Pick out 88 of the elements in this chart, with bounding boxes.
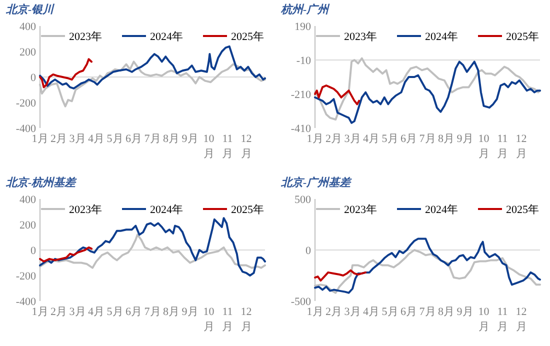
x-tick-label: 10月: [478, 306, 490, 333]
x-tick-label: 11月: [497, 133, 508, 160]
x-tick-label: 9月: [456, 306, 474, 318]
x-tick-label: 3月: [69, 306, 86, 318]
x-tick-label: 2月: [326, 306, 342, 318]
y-tick-label: 400: [20, 194, 36, 206]
legend-label: 2025年: [506, 31, 539, 43]
x-tick-label: 6月: [400, 133, 417, 145]
chart-title: 北京-银川: [5, 3, 56, 16]
x-tick-label: 4月: [88, 133, 104, 145]
legend-label: 2025年: [231, 31, 264, 43]
legend-label: 2024年: [425, 204, 458, 216]
y-tick-label: -200: [16, 270, 36, 282]
x-tick-label: 1月: [32, 133, 48, 145]
line-series: [314, 269, 367, 282]
x-tick-label: 12月: [516, 306, 527, 333]
y-tick-label: 200: [20, 220, 36, 232]
y-tick-label: 400: [20, 21, 36, 33]
line-series: [39, 217, 266, 276]
x-tick-label: 12月: [516, 133, 527, 160]
x-tick-label: 9月: [182, 133, 198, 145]
y-tick-label: 200: [20, 46, 36, 58]
x-tick-label: 7月: [419, 306, 436, 318]
legend-label: 2023年: [69, 31, 102, 43]
y-tick-label: 0: [30, 72, 36, 84]
line-series: [39, 45, 266, 90]
legend-label: 2025年: [231, 204, 264, 216]
x-tick-label: 8月: [438, 306, 454, 318]
x-tick-label: 6月: [126, 133, 142, 145]
x-tick-label: 12月: [240, 306, 252, 333]
x-tick-label: 3月: [344, 306, 361, 318]
x-tick-label: 11月: [222, 306, 233, 333]
legend-label: 2024年: [150, 204, 183, 216]
x-tick-label: 2月: [326, 133, 342, 145]
x-tick-label: 7月: [419, 133, 436, 145]
y-tick-label: -410: [290, 123, 312, 135]
y-tick-label: -500: [290, 296, 312, 308]
y-tick-label: 0: [306, 245, 312, 257]
chart-title: 北京-广州基差: [280, 176, 353, 189]
x-tick-label: 10月: [203, 133, 215, 160]
legend-label: 2023年: [344, 31, 377, 43]
x-tick-label: 5月: [382, 133, 398, 145]
x-tick-label: 1月: [32, 306, 48, 318]
x-tick-label: 3月: [69, 133, 86, 145]
legend-label: 2024年: [150, 31, 183, 43]
x-tick-label: 4月: [363, 306, 380, 318]
y-tick-label: 500: [294, 194, 312, 206]
x-tick-label: 6月: [126, 306, 142, 318]
y-tick-label: -10: [296, 55, 312, 67]
x-tick-label: 8月: [163, 306, 180, 318]
y-tick-label: -210: [290, 89, 312, 101]
x-tick-label: 12月: [240, 133, 252, 160]
y-tick-label: -400: [16, 123, 36, 135]
x-tick-label: 5月: [382, 306, 398, 318]
x-tick-label: 10月: [203, 306, 215, 333]
line-series: [39, 58, 93, 88]
x-tick-label: 11月: [497, 306, 508, 333]
legend-label: 2024年: [425, 31, 458, 43]
legend-label: 2025年: [506, 204, 539, 216]
x-tick-label: 7月: [144, 306, 161, 318]
y-tick-label: 190: [294, 21, 312, 33]
x-tick-label: 1月: [306, 306, 324, 318]
legend-label: 2023年: [69, 204, 102, 216]
x-tick-label: 7月: [144, 133, 161, 145]
x-tick-label: 2月: [50, 306, 67, 318]
x-tick-label: 5月: [106, 306, 124, 318]
x-tick-label: 3月: [344, 133, 361, 145]
x-tick-label: 8月: [163, 133, 180, 145]
x-tick-label: 10月: [478, 133, 490, 160]
x-tick-label: 4月: [363, 133, 380, 145]
y-tick-label: -400: [16, 296, 36, 308]
x-tick-label: 11月: [222, 133, 233, 160]
x-tick-label: 8月: [438, 133, 454, 145]
x-tick-label: 5月: [106, 133, 124, 145]
line-series: [314, 84, 360, 106]
chart-title: 杭州-广州: [280, 3, 331, 16]
y-tick-label: 0: [30, 245, 36, 257]
legend-label: 2023年: [344, 204, 377, 216]
x-tick-label: 9月: [182, 306, 198, 318]
x-tick-label: 6月: [400, 306, 417, 318]
x-tick-label: 9月: [456, 133, 474, 145]
y-tick-label: -200: [16, 98, 36, 110]
chart-title: 北京-杭州基差: [5, 176, 78, 189]
line-series: [314, 238, 541, 294]
x-tick-label: 1月: [306, 133, 324, 145]
x-tick-label: 2月: [50, 133, 67, 145]
x-tick-label: 4月: [88, 306, 104, 318]
line-series: [39, 246, 93, 262]
